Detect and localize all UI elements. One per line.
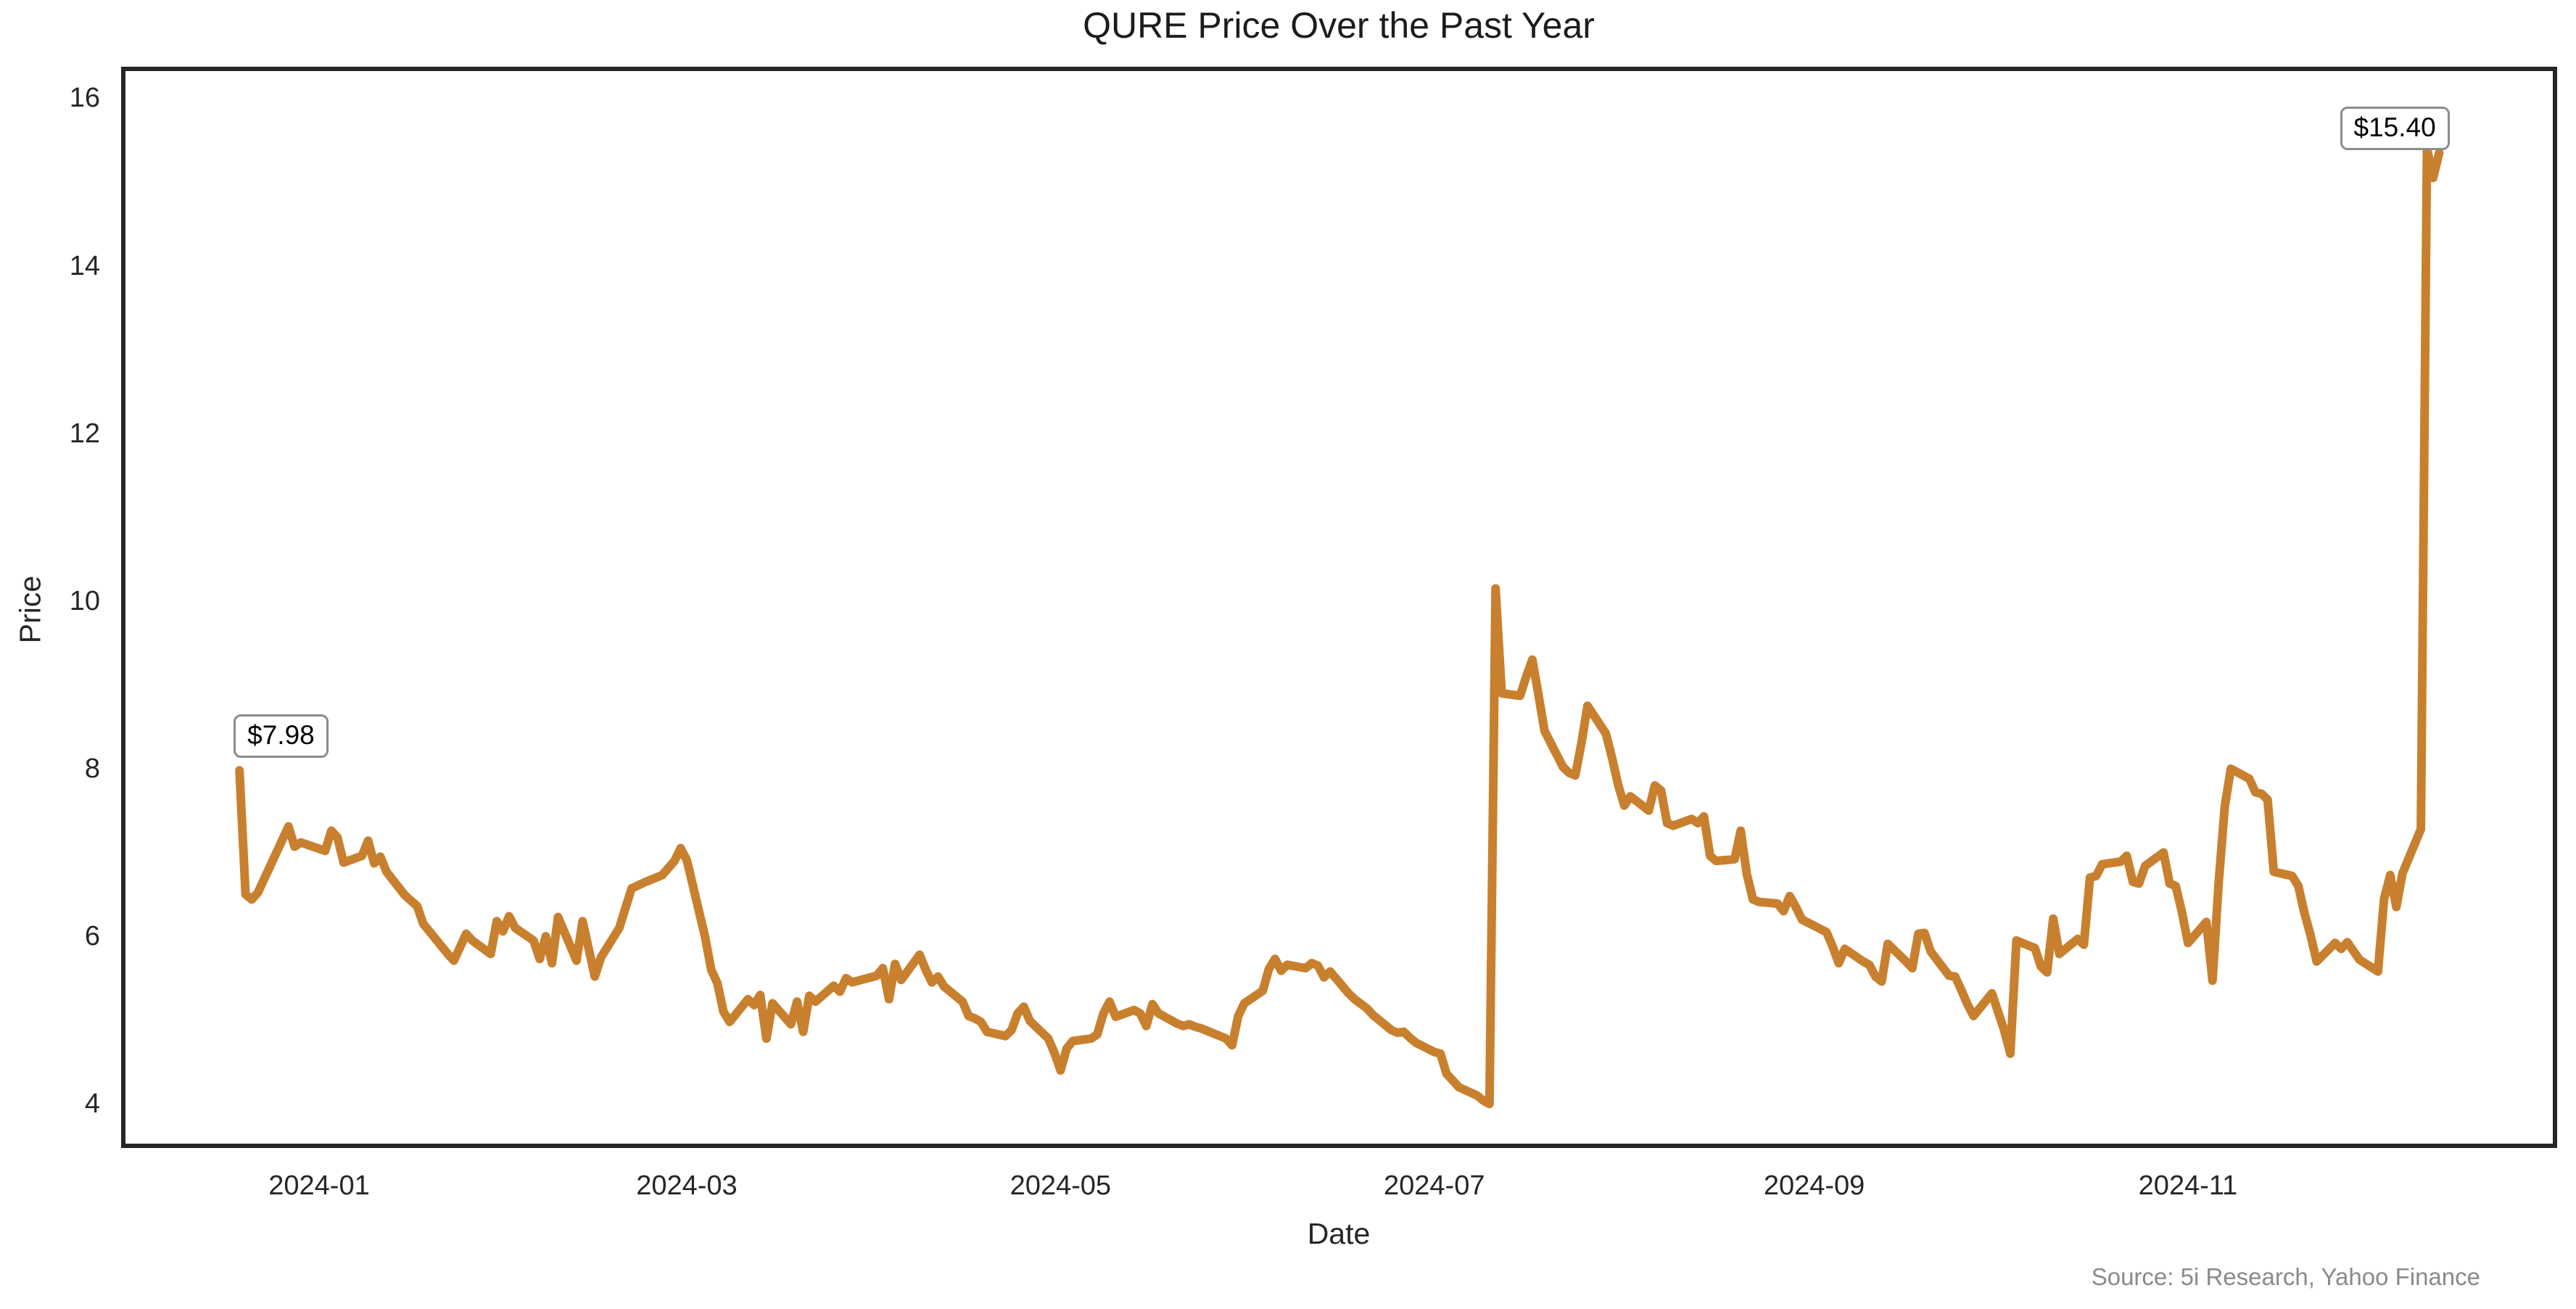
x-tick-label-2024-03: 2024-03 (636, 1170, 738, 1201)
y-tick-label-16: 16 (69, 83, 100, 114)
y-tick-label-12: 12 (69, 418, 100, 449)
y-tick-label-14: 14 (69, 250, 100, 281)
source-note: Source: 5i Research, Yahoo Finance (2091, 1263, 2480, 1290)
chart-title: QURE Price Over the Past Year (1083, 5, 1595, 46)
plot-border (121, 67, 2557, 1148)
y-tick-label-8: 8 (84, 753, 100, 784)
x-tick-label-2024-11: 2024-11 (2138, 1170, 2238, 1201)
annotation-start-price: $7.98 (234, 714, 329, 759)
x-tick-label-2024-07: 2024-07 (1384, 1170, 1485, 1201)
annotation-end-price: $15.40 (2340, 106, 2450, 150)
x-axis-label: Date (1307, 1217, 1371, 1250)
y-axis-label: Price (13, 575, 47, 644)
y-tick-label-4: 4 (84, 1089, 100, 1120)
x-tick-label-2024-05: 2024-05 (1010, 1170, 1112, 1201)
price-line (235, 144, 2444, 1109)
y-tick-label-6: 6 (84, 921, 100, 952)
x-tick-label-2024-09: 2024-09 (1763, 1170, 1865, 1201)
y-tick-label-10: 10 (69, 585, 100, 616)
x-tick-label-2024-01: 2024-01 (268, 1170, 370, 1201)
